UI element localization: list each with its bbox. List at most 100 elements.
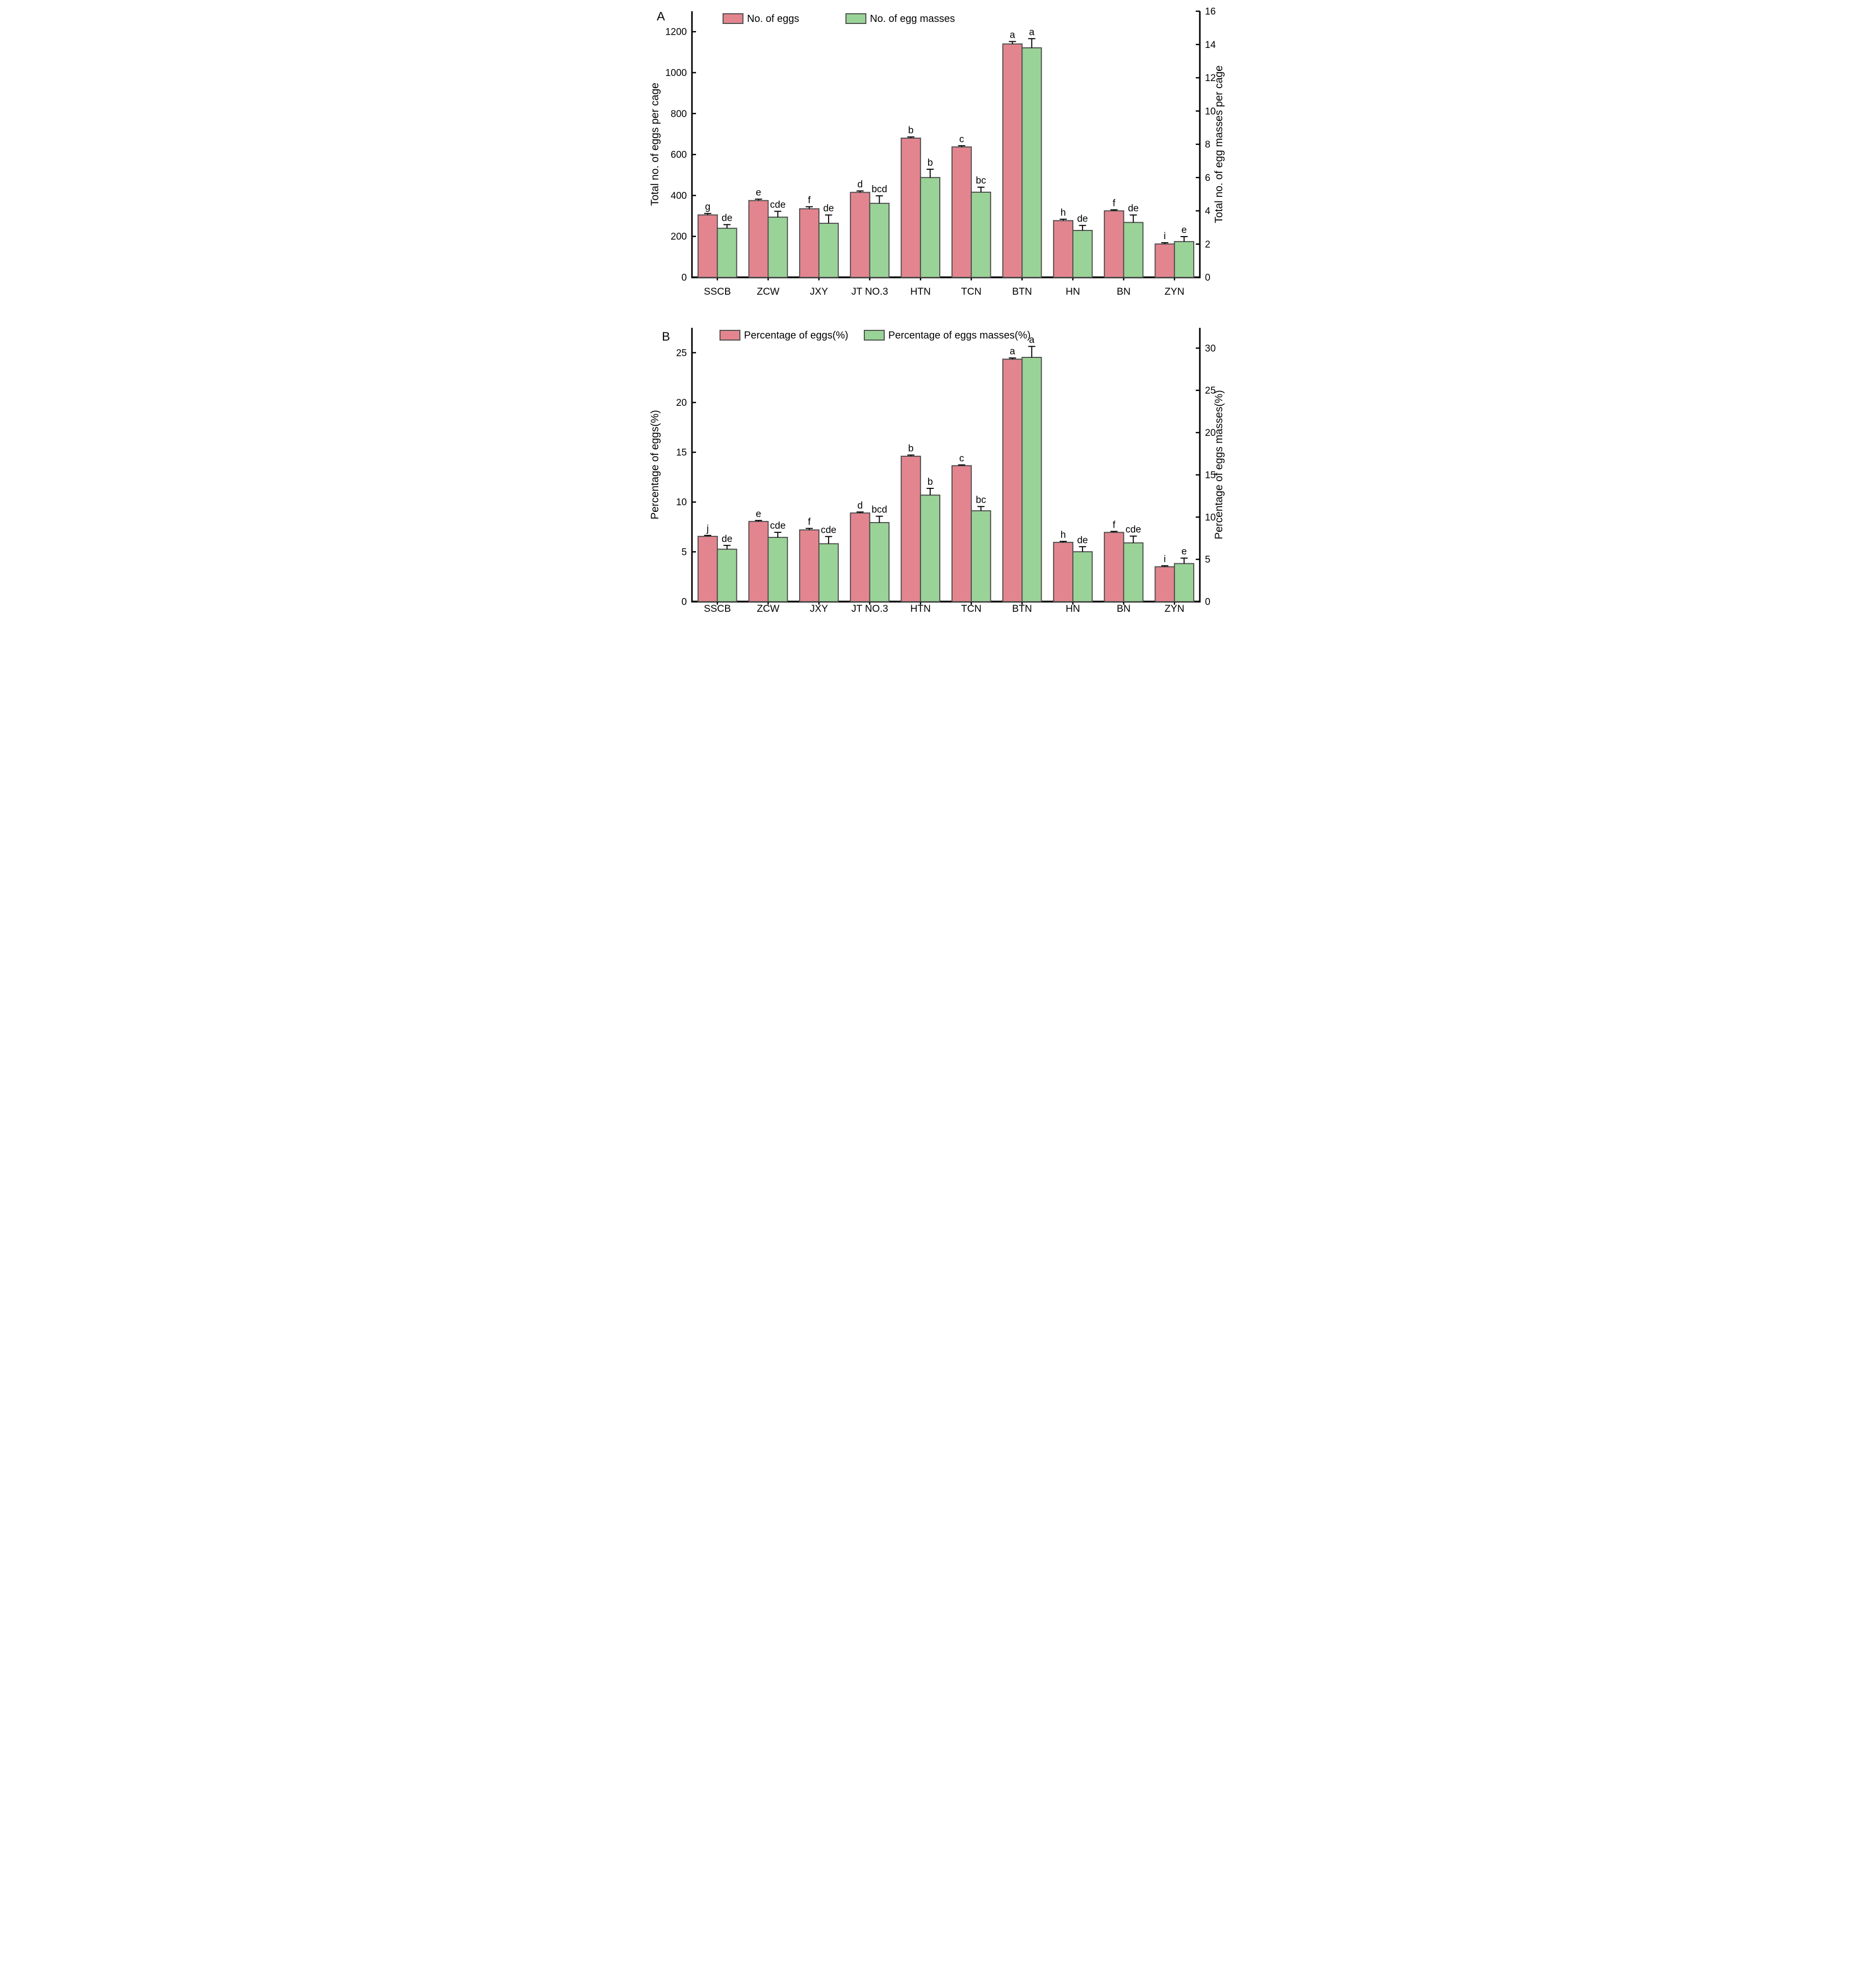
bar-A-series2-JXY	[818, 222, 839, 278]
significance-letter: e	[756, 509, 761, 520]
x-axis-category-label: HTN	[910, 603, 931, 614]
significance-letter: de	[1077, 214, 1088, 224]
x-axis-category-label: JT NO.3	[851, 286, 888, 297]
significance-letter: cde	[770, 199, 786, 210]
x-axis-category-label: HN	[1065, 603, 1080, 614]
left-axis-tick-label: 1000	[665, 68, 686, 79]
significance-letter: a	[1029, 334, 1035, 345]
significance-letter: de	[722, 534, 732, 544]
left-axis-tick-label: 200	[671, 231, 687, 242]
bar-B-series1-ZCW	[748, 521, 768, 603]
significance-letter: f	[1113, 520, 1116, 530]
bar-B-series2-BN	[1123, 542, 1143, 602]
significance-letter: a	[1010, 346, 1015, 357]
bar-A-series2-TCN	[970, 191, 991, 278]
bar-A-series1-ZCW	[748, 200, 768, 278]
significance-letter: de	[1127, 203, 1138, 214]
significance-letter: b	[927, 158, 933, 168]
bar-B-series1-JXY	[799, 529, 819, 603]
significance-letter: h	[1060, 208, 1066, 218]
bar-A-series2-BTN	[1021, 47, 1042, 278]
significance-letter: f	[1113, 198, 1116, 209]
left-axis-tick-label: 10	[676, 497, 686, 508]
bar-B-series1-JTNO3	[850, 512, 870, 602]
significance-letter: c	[959, 453, 964, 464]
x-axis-category-label: TCN	[961, 603, 981, 614]
bar-A-series1-ZYN	[1154, 243, 1175, 278]
left-axis-tick-label: 1200	[665, 27, 686, 38]
right-axis-tick-label: 25	[1205, 385, 1216, 396]
right-axis-tick-label: 5	[1205, 555, 1211, 565]
significance-letter: b	[908, 444, 913, 454]
bar-B-series1-BTN	[1002, 358, 1022, 603]
right-axis-tick-label: 12	[1205, 73, 1216, 84]
bar-A-series1-HTN	[900, 137, 921, 278]
right-axis-tick-label: 4	[1205, 206, 1211, 217]
significance-letter: cde	[1125, 525, 1141, 535]
legend-swatch-eggs	[722, 13, 743, 24]
bar-B-series1-HTN	[900, 455, 921, 602]
significance-letter: e	[756, 188, 761, 198]
right-axis-tick-label: 10	[1205, 106, 1216, 117]
bar-A-series1-TCN	[951, 146, 972, 278]
bar-A-series2-JTNO3	[869, 202, 889, 278]
chart-canvas: A0200400600800100012000246810121416Total…	[645, 0, 1231, 616]
right-axis-tick-label: 0	[1205, 597, 1211, 608]
left-axis-tick-label: 25	[676, 348, 686, 358]
bar-B-series2-ZCW	[767, 537, 788, 602]
significance-letter: bc	[975, 175, 986, 186]
bar-B-series1-ZYN	[1154, 566, 1175, 602]
right-axis-tick-label: 16	[1205, 7, 1216, 17]
significance-letter: cde	[820, 525, 836, 535]
legend-label: No. of eggs	[747, 13, 799, 24]
two-panel-bar-figure: A 0 200 400 600 800 1000 1200 0 2 4 6 8 10 12 14 16 Total…	[645, 0, 1231, 616]
x-axis-category-label: JXY	[810, 603, 828, 614]
significance-letter: f	[808, 195, 811, 205]
right-axis-tick-label: 6	[1205, 173, 1211, 184]
bar-B-series2-SSCB	[716, 549, 737, 602]
significance-letter: cde	[770, 521, 786, 531]
significance-letter: bc	[975, 495, 986, 506]
bar-A-series2-HTN	[919, 177, 940, 278]
bar-B-series2-HN	[1072, 551, 1093, 603]
right-axis-tick-label: 0	[1205, 273, 1211, 283]
left-axis-tick-label: 20	[676, 398, 686, 408]
panel-label-b: B	[662, 330, 670, 344]
right-axis-tick-label: 15	[1205, 470, 1216, 481]
bar-B-series1-HN	[1052, 541, 1073, 603]
bar-B-series2-JXY	[818, 543, 839, 603]
significance-letter: i	[1164, 554, 1166, 565]
left-axis-tick-label: 15	[676, 448, 686, 458]
bar-B-series1-BN	[1103, 532, 1124, 602]
x-axis-category-label: BTN	[1012, 603, 1032, 614]
bar-B-series1-SSCB	[697, 536, 718, 602]
bar-A-series2-HN	[1072, 229, 1093, 278]
bar-A-series1-HN	[1052, 220, 1073, 278]
x-axis-category-label: ZYN	[1164, 603, 1184, 614]
x-axis-category-label: HN	[1065, 286, 1080, 297]
significance-letter: de	[722, 213, 732, 224]
bar-B-series2-HTN	[919, 495, 940, 603]
bar-A-series1-SSCB	[697, 214, 718, 278]
significance-letter: a	[1010, 30, 1015, 40]
significance-letter: e	[1181, 225, 1187, 236]
right-axis-tick-label: 30	[1205, 343, 1216, 354]
left-axis-tick-label: 800	[671, 109, 687, 119]
significance-letter: de	[1077, 535, 1088, 546]
significance-letter: bcd	[871, 505, 887, 515]
right-axis-tick-label: 2	[1205, 239, 1211, 250]
significance-letter: d	[857, 179, 863, 190]
left-axis-tick-label: 0	[681, 273, 687, 283]
left-axis-tick-label: 600	[671, 150, 687, 161]
left-axis-tick-label: 400	[671, 191, 687, 201]
panel-label-a: A	[657, 10, 665, 23]
legend-swatch-egg-masses	[845, 13, 866, 24]
significance-letter: d	[857, 500, 863, 511]
significance-letter: b	[908, 125, 913, 136]
significance-letter: c	[959, 134, 964, 145]
x-axis-category-label: ZCW	[757, 286, 780, 297]
bar-B-series2-ZYN	[1173, 563, 1194, 602]
right-axis-tick-label: 20	[1205, 428, 1216, 438]
x-axis-category-label: JT NO.3	[851, 603, 888, 614]
panel-a: A 0 200 400 600 800 1000 1200 0 2 4 6 8 10 12 14 16 Total…	[649, 7, 1225, 298]
